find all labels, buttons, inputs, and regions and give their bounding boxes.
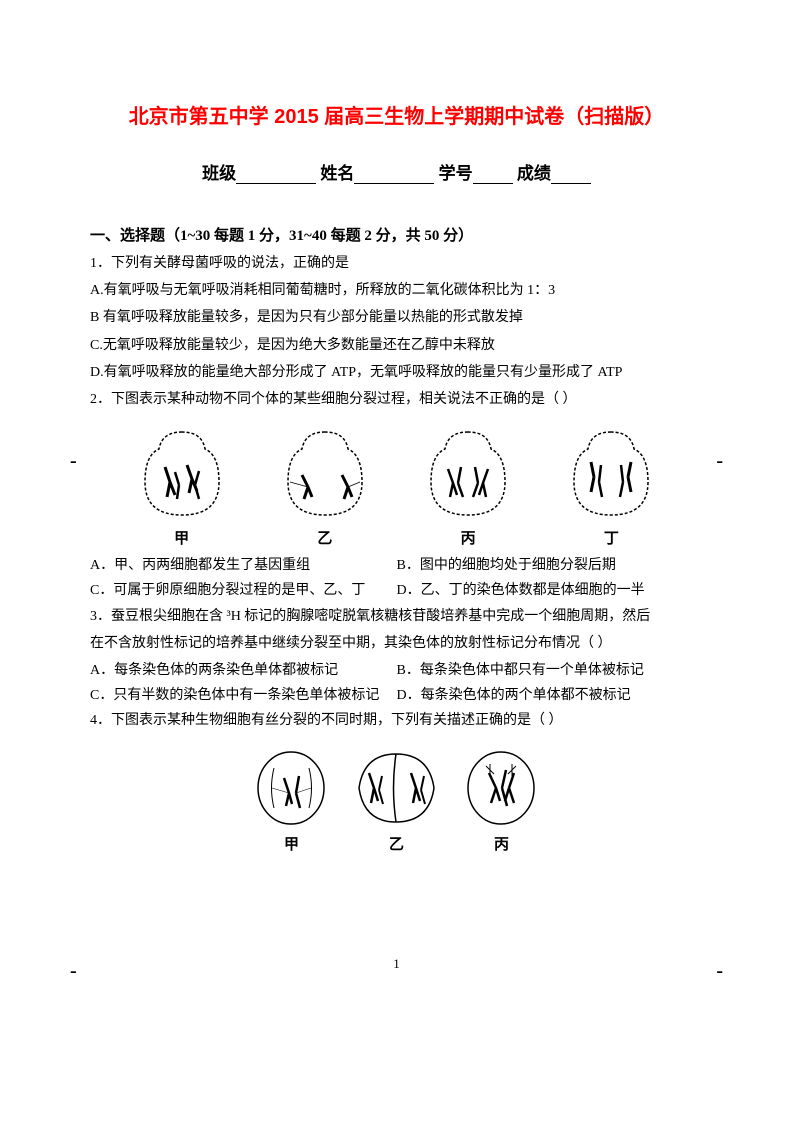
q3-opt-d: D．每条染色体的两个单体都不被标记	[397, 683, 704, 708]
name-label: 姓名	[320, 164, 354, 183]
q2-fig-yi: 乙	[280, 427, 370, 548]
document-title: 北京市第五中学 2015 届高三生物上学期期中试卷（扫描版）	[90, 100, 703, 129]
q2-stem: 2．下图表示某种动物不同个体的某些细胞分裂过程，相关说法不正确的是（ ）	[90, 387, 703, 412]
q2-figures: 甲 乙 丙 丁	[90, 427, 703, 548]
q1-opt-a: A.有氧呼吸与无氧呼吸消耗相同葡萄糖时，所释放的二氧化碳体积比为 1：3	[90, 278, 703, 303]
q4-figures: 甲 乙 丙	[90, 748, 703, 854]
q2-opt-a: A．甲、丙两细胞都发生了基因重组	[90, 553, 397, 578]
q4-label-jia: 甲	[254, 833, 329, 854]
q2-label-jia: 甲	[137, 527, 227, 548]
q3-stem2: 在不含放射性标记的培养基中继续分裂至中期，其染色体的放射性标记分布情况（ ）	[90, 631, 703, 656]
q1-opt-d: D.有氧呼吸释放的能量绝大部分形成了 ATP，无氧呼吸释放的能量只有少量形成了 …	[90, 360, 703, 385]
margin-dash-icon: -	[70, 960, 77, 983]
q1-stem: 1．下列有关酵母菌呼吸的说法，正确的是	[90, 251, 703, 276]
q2-opt-d: D．乙、丁的染色体数都是体细胞的一半	[397, 578, 704, 603]
q2-fig-bing: 丙	[423, 427, 513, 548]
score-blank	[551, 166, 591, 184]
page-number: 1	[393, 956, 400, 972]
q2-opt-b: B．图中的细胞均处于细胞分裂后期	[397, 553, 704, 578]
q2-label-bing: 丙	[423, 527, 513, 548]
q3-opt-a: A．每条染色体的两条染色单体都被标记	[90, 658, 397, 683]
q1-opt-c: C.无氧呼吸释放能量较少，是因为绝大多数能量还在乙醇中未释放	[90, 333, 703, 358]
class-blank	[236, 166, 316, 184]
q3-opt-b: B．每条染色体中都只有一个单体被标记	[397, 658, 704, 683]
q3-stem1: 3．蚕豆根尖细胞在含 ³H 标记的胸腺嘧啶脱氧核糖核苷酸培养基中完成一个细胞周期…	[90, 604, 703, 629]
cell-diagram-q4-bing-icon	[464, 748, 539, 828]
q4-stem: 4．下图表示某种生物细胞有丝分裂的不同时期，下列有关描述正确的是（ ）	[90, 708, 703, 733]
q4-label-yi: 乙	[349, 833, 444, 854]
q2-label-yi: 乙	[280, 527, 370, 548]
name-blank	[354, 166, 434, 184]
q3-opt-c: C．只有半数的染色体中有一条染色单体被标记	[90, 683, 397, 708]
margin-dash-icon: -	[716, 450, 723, 473]
student-info-row: 班级 姓名 学号 成绩	[90, 159, 703, 184]
cell-diagram-jia-icon	[137, 427, 227, 522]
q4-fig-yi: 乙	[349, 748, 444, 854]
q3-opts-cd: C．只有半数的染色体中有一条染色单体被标记 D．每条染色体的两个单体都不被标记	[90, 683, 703, 708]
section-header: 一、选择题（1~30 每题 1 分，31~40 每题 2 分，共 50 分）	[90, 224, 703, 245]
cell-diagram-bing-icon	[423, 427, 513, 522]
q2-opts-ab: A．甲、丙两细胞都发生了基因重组 B．图中的细胞均处于细胞分裂后期	[90, 553, 703, 578]
q3-opts-ab: A．每条染色体的两条染色单体都被标记 B．每条染色体中都只有一个单体被标记	[90, 658, 703, 683]
cell-diagram-ding-icon	[566, 427, 656, 522]
q2-fig-ding: 丁	[566, 427, 656, 548]
class-label: 班级	[202, 164, 236, 183]
cell-diagram-q4-yi-icon	[349, 748, 444, 828]
id-label: 学号	[439, 164, 473, 183]
q4-fig-bing: 丙	[464, 748, 539, 854]
q2-opt-c: C．可属于卵原细胞分裂过程的是甲、乙、丁	[90, 578, 397, 603]
score-label: 成绩	[517, 164, 551, 183]
margin-dash-icon: -	[716, 960, 723, 983]
q4-label-bing: 丙	[464, 833, 539, 854]
id-blank	[473, 166, 513, 184]
cell-diagram-q4-jia-icon	[254, 748, 329, 828]
q2-label-ding: 丁	[566, 527, 656, 548]
margin-dash-icon: -	[70, 450, 77, 473]
q4-fig-jia: 甲	[254, 748, 329, 854]
cell-diagram-yi-icon	[280, 427, 370, 522]
q1-opt-b: B 有氧呼吸释放能量较多，是因为只有少部分能量以热能的形式散发掉	[90, 305, 703, 330]
q2-fig-jia: 甲	[137, 427, 227, 548]
q2-opts-cd: C．可属于卵原细胞分裂过程的是甲、乙、丁 D．乙、丁的染色体数都是体细胞的一半	[90, 578, 703, 603]
